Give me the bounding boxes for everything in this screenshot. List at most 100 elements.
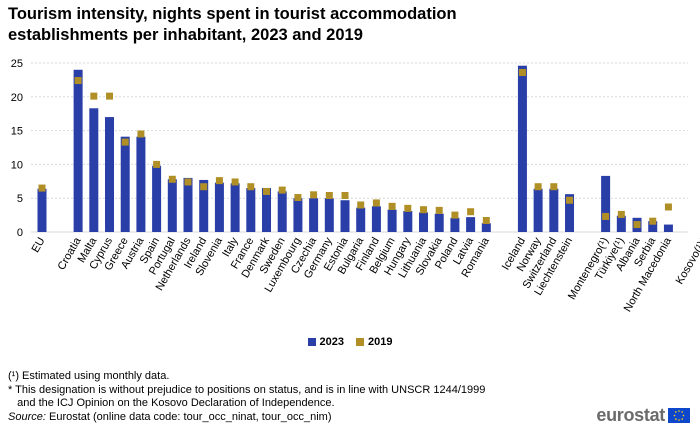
y-tick-label: 10 [11,159,23,171]
marker-2019 [200,183,208,191]
bar-2023 [293,198,303,232]
marker-2019 [566,196,574,204]
y-tick-label: 15 [11,126,23,138]
marker-2019 [121,138,129,146]
marker-2019 [617,210,625,218]
bar-2023 [262,188,272,232]
footnote-estimated: (¹) Estimated using monthly data. [8,370,170,382]
legend-label-2023: 2023 [319,336,344,348]
bar-2023 [356,207,366,232]
legend-item-2019: 2019 [356,336,392,348]
bar-2023 [616,215,626,232]
chart-title: Tourism intensity, nights spent in touri… [8,4,692,46]
bar-2023 [601,175,611,232]
bar-2023 [136,136,146,232]
legend: 2023 2019 [0,336,700,348]
chart-title-line1: Tourism intensity, nights spent in touri… [8,5,457,23]
marker-2019 [310,191,318,199]
bar-2023 [517,65,527,232]
marker-2019 [435,206,443,214]
y-tick-label: 0 [17,227,23,239]
footnote-kosovo-2: and the ICJ Opinion on the Kosovo Declar… [8,397,335,409]
eu-flag-icon [668,408,690,423]
bar-2023 [481,223,491,232]
x-tick-label: EU [30,235,48,254]
source-label: Source: [8,410,46,423]
marker-2019 [388,202,396,210]
legend-swatch-2023 [307,338,316,346]
bar-2023 [419,212,429,232]
marker-2019 [247,183,255,191]
bar-2023 [277,191,287,232]
bar-2023 [450,217,460,232]
marker-2019 [278,186,286,194]
bar-2023 [324,198,334,232]
bar-2023 [37,188,47,232]
marker-2019 [602,212,610,220]
y-tick-label: 5 [17,193,23,205]
marker-2019 [184,178,192,186]
marker-2019 [420,206,428,214]
marker-2019 [341,191,349,199]
y-tick-label: 20 [11,92,23,104]
bar-2023 [403,211,413,232]
bar-2023 [309,198,319,232]
marker-2019 [518,68,526,76]
bar-2023 [167,179,177,232]
marker-2019 [664,203,672,211]
source-text: Eurostat (online data code: tour_occ_nin… [48,410,332,423]
marker-2019 [153,160,161,168]
marker-2019 [137,130,145,138]
marker-2019 [372,199,380,207]
bar-2023 [183,177,193,232]
bar-2023 [648,221,658,232]
marker-2019 [534,183,542,191]
bar-2023 [230,183,240,232]
eurostat-logo: eurostat [596,405,690,426]
bar-2023 [120,136,130,232]
marker-2019 [467,208,475,216]
marker-2019 [357,201,365,209]
marker-2019 [649,217,657,225]
marker-2019 [325,191,333,199]
marker-2019 [550,183,558,191]
marker-2019 [451,211,459,219]
marker-2019 [231,178,239,186]
bar-2023 [434,213,444,232]
marker-2019 [74,77,82,85]
marker-2019 [633,221,641,229]
marker-2019 [90,92,98,100]
bar-2023 [663,224,673,232]
bar-2023 [340,200,350,232]
marker-2019 [294,194,302,202]
bar-2023 [152,165,162,232]
marker-2019 [404,204,412,212]
bar-2023 [105,117,115,232]
bar-2023 [387,209,397,232]
marker-2019 [38,184,46,192]
bar-2023 [246,188,256,232]
source-line: Source: Eurostat (online data code: tour… [8,411,485,425]
bar-2023 [89,108,99,232]
bar-2023 [214,182,224,232]
legend-swatch-2019 [356,338,364,346]
footnote-kosovo-1: * This designation is without prejudice … [8,383,486,396]
footnotes: (¹) Estimated using monthly data. * This… [8,370,485,424]
logo-text: eurostat [596,405,665,425]
bar-2023 [466,217,476,232]
x-tick-label: Kosovo(¹)* [674,235,700,287]
legend-label-2019: 2019 [368,336,393,348]
marker-2019 [106,92,114,100]
legend-item-2023: 2023 [307,336,344,348]
marker-2019 [215,177,223,185]
bar-2023 [73,69,83,232]
bar-2023 [549,188,559,232]
bar-2023 [199,179,209,232]
marker-2019 [263,187,271,195]
bar-2023 [565,194,575,232]
chart-title-line2: establishments per inhabitant, 2023 and … [8,26,363,44]
marker-2019 [482,217,490,225]
bar-2023 [533,188,543,232]
marker-2019 [168,175,176,183]
